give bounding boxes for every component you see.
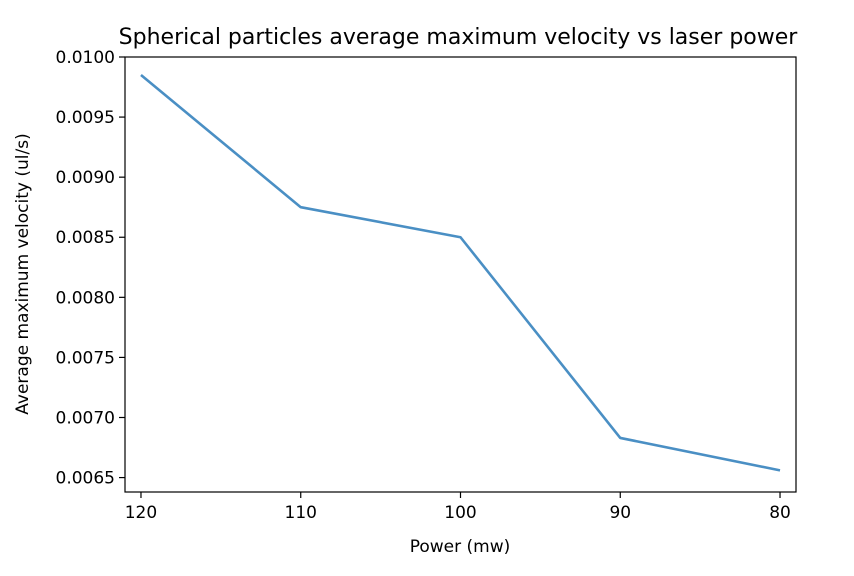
y-tick-label: 0.0075	[56, 348, 115, 368]
x-tick-label: 110	[285, 503, 317, 523]
y-tick-label: 0.0090	[56, 168, 115, 188]
chart-title: Spherical particles average maximum velo…	[119, 25, 799, 50]
x-tick-label: 120	[125, 503, 157, 523]
y-tick-label: 0.0065	[56, 469, 115, 489]
x-tick-label: 90	[609, 503, 631, 523]
y-axis-label: Average maximum velocity (ul/s)	[13, 133, 33, 414]
y-tick-label: 0.0100	[56, 48, 115, 68]
series-line	[140, 74, 781, 472]
x-axis-label: Power (mw)	[410, 537, 511, 557]
y-tick-label: 0.0080	[56, 288, 115, 308]
y-tick-label: 0.0070	[56, 408, 115, 428]
y-tick-label: 0.0085	[56, 228, 115, 248]
x-tick-label: 100	[444, 503, 476, 523]
plot-area: 120 110 100 90 80 0.0065 0.0070 0.0075 0.0080 0.0…	[56, 48, 797, 523]
x-tick-label: 80	[769, 503, 791, 523]
y-tick-label: 0.0095	[56, 108, 115, 128]
